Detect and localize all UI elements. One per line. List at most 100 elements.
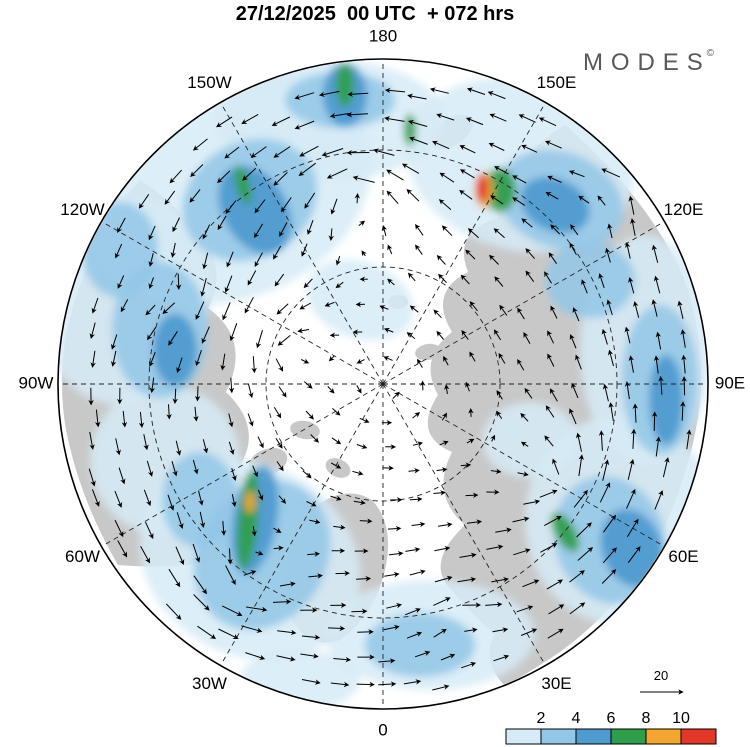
wind-arrow <box>91 489 100 507</box>
wind-arrow <box>222 302 231 321</box>
wind-arrow <box>254 252 263 267</box>
wind-arrow <box>459 552 477 559</box>
wind-arrow <box>197 625 217 640</box>
wind-arrow <box>607 223 613 239</box>
island <box>350 513 370 527</box>
wind-arrow <box>224 275 233 293</box>
wind-arrow <box>255 550 264 556</box>
wind-arrow <box>231 468 237 481</box>
wind-arrow <box>569 334 577 349</box>
wind-arrow <box>518 114 536 123</box>
shading-blob <box>245 491 255 513</box>
wind-arrow <box>307 551 320 557</box>
wind-arrow <box>121 410 128 428</box>
wind-arrow <box>520 628 538 636</box>
longitude-label-0: 0 <box>378 720 387 739</box>
wind-arrow <box>324 301 335 307</box>
wind-arrow <box>347 91 369 97</box>
meridian-line <box>220 102 384 385</box>
wind-arrow <box>165 603 182 620</box>
wind-arrow <box>438 199 452 210</box>
wind-arrow <box>117 217 126 234</box>
wind-arrow <box>552 458 560 475</box>
wind-arrow <box>169 169 182 184</box>
wind-arrow <box>512 175 527 184</box>
wind-arrow <box>493 654 510 662</box>
wind-arrow <box>384 87 406 94</box>
wind-arrow <box>602 383 609 402</box>
wind-arrow <box>333 524 346 530</box>
wind-arrow <box>461 330 469 340</box>
wind-arrow <box>228 441 235 455</box>
wind-arrow <box>550 305 558 319</box>
wind-arrow <box>608 402 614 421</box>
wind-arrow <box>148 225 156 241</box>
wind-arrow <box>356 575 372 582</box>
wind-arrow <box>653 275 661 294</box>
wind-arrow <box>89 431 95 450</box>
wind-arrow <box>383 356 393 362</box>
wind-arrow <box>465 381 471 392</box>
wind-arrow <box>438 273 447 284</box>
wind-arrow <box>414 650 431 658</box>
wind-arrow <box>247 270 257 286</box>
wind-arrow <box>386 169 404 181</box>
wind-arrow <box>114 490 123 508</box>
wind-arrow <box>459 145 476 154</box>
longitude-label-90E: 90E <box>715 373 745 392</box>
wind-arrow <box>569 570 585 583</box>
wind-arrow <box>220 353 226 371</box>
wind-arrow <box>170 242 176 258</box>
wind-arrow <box>436 113 455 121</box>
wind-arrow <box>328 228 334 242</box>
wind-arrow <box>306 220 314 235</box>
wind-arrow <box>250 146 267 158</box>
wind-arrow <box>146 460 154 477</box>
longitude-label-150W: 150W <box>187 73 231 92</box>
wind-arrow <box>331 437 342 445</box>
wind-arrow <box>633 301 640 318</box>
wind-arrow <box>192 138 208 151</box>
wind-arrow <box>224 146 240 159</box>
wind-arrow <box>630 428 637 449</box>
wind-arrow <box>301 243 308 257</box>
wind-arrow <box>278 386 287 398</box>
wind-arrow <box>550 224 561 235</box>
shading-blob <box>153 314 197 386</box>
wind-arrow <box>433 490 446 496</box>
wind-arrow <box>168 568 181 588</box>
wind-arrow <box>490 434 496 442</box>
wind-arrow <box>251 356 257 374</box>
wind-arrow <box>465 492 479 499</box>
wind-arrow <box>581 279 588 294</box>
wind-arrow <box>171 461 178 477</box>
shading-blob <box>404 114 416 146</box>
colorbar-tick-label: 8 <box>642 710 651 727</box>
wind-arrow <box>569 242 577 255</box>
island <box>415 343 441 361</box>
wind-arrow <box>496 390 503 400</box>
colorbar-segment <box>610 728 647 745</box>
wind-arrow <box>538 117 557 127</box>
wind-arrow <box>651 299 658 317</box>
wind-arrow <box>436 330 444 340</box>
modes-logo-text: MODES <box>583 49 711 76</box>
wind-arrow <box>495 527 512 533</box>
wind-arrow <box>494 276 504 287</box>
wind-arrow <box>279 222 288 237</box>
wind-arrow <box>485 601 503 608</box>
wind-arrow <box>310 434 319 443</box>
wind-arrow <box>465 117 484 126</box>
meridian-line <box>382 383 546 666</box>
wind-arrow <box>359 417 370 423</box>
wind-arrow <box>662 457 670 478</box>
wind-arrow <box>328 625 346 632</box>
wind-arrow <box>655 436 661 457</box>
wind-arrow <box>488 142 505 151</box>
wind-arrow <box>401 163 420 174</box>
wind-arrow <box>469 301 478 312</box>
wind-arrow <box>407 93 427 100</box>
copyright-mark: © <box>706 48 714 59</box>
wind-arrow <box>168 331 178 346</box>
